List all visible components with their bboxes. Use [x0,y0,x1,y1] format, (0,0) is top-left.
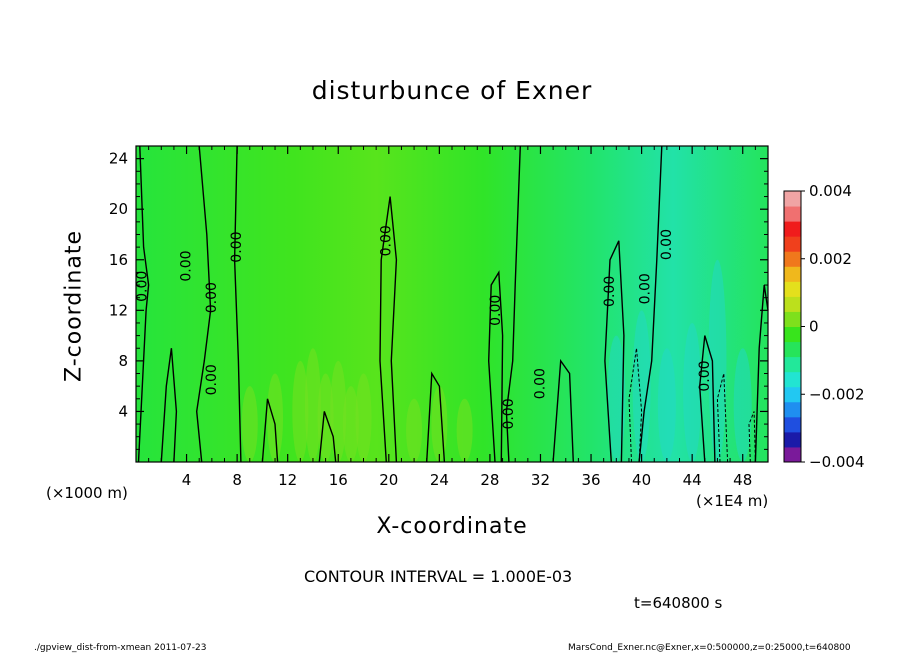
x-axis-label: X-coordinate [376,514,528,539]
contour-line-negative [748,411,756,463]
time-stamp: t=640800 s [634,594,723,612]
colorbar-segment [784,236,801,252]
contour-line [487,270,504,463]
contour-line [552,358,574,463]
contour-line-negative [716,373,729,463]
x-tick-label: 48 [733,471,752,489]
contour-label: 0.00 [501,398,517,429]
colorbar-tick-label: −0.002 [809,385,865,403]
field-plume-cool [708,259,727,462]
field-plume-cool [632,310,651,462]
colorbar-segment [784,221,801,237]
contour-line [160,348,178,463]
x-tick-label: 32 [531,471,550,489]
contour-line-negative [628,348,643,463]
contour-line [426,371,446,463]
field-plume-cool [607,335,626,462]
contour-line [233,145,242,463]
colorbar-segment [784,311,801,327]
y-tick-label: 16 [109,251,128,269]
footer-right: MarsCond_Exner.nc@Exner,x=0:500000,z=0:2… [568,643,851,653]
field-plume-cool [683,322,702,462]
field-plume-warm [241,386,258,462]
contour-label: 0.00 [602,276,618,307]
field-plume-warm [431,386,448,462]
colorbar-segment [784,251,801,267]
colorbar: 0.004 0.002 0 −0.002 −0.004 [783,182,865,471]
chart-title: disturbunce of Exner [311,76,593,105]
contour-label: 0.00 [204,282,220,313]
field-plume-warm [267,373,284,463]
x-tick-label: 16 [329,471,348,489]
contour-line [379,196,398,463]
colorbar-tick-label: 0 [809,318,819,336]
contour-line [318,411,337,463]
field-plume-warm [355,373,372,463]
x-tick-label: 8 [232,471,242,489]
y-tick-label: 24 [109,150,128,168]
y-tick-label: 8 [118,352,128,370]
x-tick-label: 40 [632,471,651,489]
x-tick-label: 36 [581,471,600,489]
contour-label: 0.00 [204,364,220,395]
field-plume-warm [406,398,423,462]
y-tick-label: 20 [109,200,128,218]
contour-line [505,145,521,463]
colorbar-tick-label: −0.004 [809,453,865,471]
x-tick-label: 28 [480,471,499,489]
field-plume-cool [657,348,676,462]
colorbar-segment [784,416,801,433]
colorbar-segment [784,296,801,312]
contour-label: 0.00 [532,368,548,399]
colorbar-segment [784,431,801,448]
plot-area: 0.00 0.00 0.00 0.00 0.00 0.00 0.00 0.00 0.00 0.00… [109,145,769,489]
x-unit-left: (×1000 m) [46,484,128,502]
colorbar-segment [784,356,801,373]
contour-line [698,335,716,463]
x-tick-label: 4 [182,471,192,489]
field-plume-warm [330,360,347,462]
colorbar-segment [784,266,801,282]
colorbar-segment [784,446,801,463]
colorbar-segment [784,401,801,418]
colorbar-segment [784,371,801,388]
field-plume-warm [342,386,359,462]
contour-label: 0.00 [378,225,394,256]
colorbar-tick-label: 0.004 [809,182,852,200]
contour-label: 0.00 [229,232,245,263]
colorbar-segment [784,386,801,403]
colorbar-segment [784,341,801,358]
x-tick-label: 20 [379,471,398,489]
colorbar-segment [784,191,801,207]
colorbar-segment [784,281,801,297]
field-plume-warm [292,360,309,462]
colorbar-tick-label: 0.002 [809,250,852,268]
field-plume-cool [733,348,752,462]
colorbar-segment [784,206,801,222]
contour-line [195,145,212,463]
contour-label: 0.00 [134,271,150,302]
x-tick-label: 12 [278,471,297,489]
x-tick-label: 44 [683,471,702,489]
contour-label: 0.00 [637,273,653,304]
contour-line [137,145,150,463]
x-tick-label: 24 [430,471,449,489]
y-tick-label: 4 [118,402,128,420]
contour-interval: CONTOUR INTERVAL = 1.000E-03 [304,567,573,586]
contour-line [604,240,625,463]
x-unit-right: (×1E4 m) [696,492,769,510]
contour-label: 0.00 [659,229,675,260]
contour-line [261,398,279,463]
contour-label: 0.00 [697,360,713,391]
y-tick-label: 12 [109,301,128,319]
contour-label: 0.00 [179,250,195,281]
field-plume-warm [456,398,473,462]
contour-line [638,145,663,463]
field-plume-warm [304,348,321,462]
footer-left: ./gpview_dist-from-xmean 2011-07-23 [34,643,207,653]
colorbar-segment [784,326,801,343]
contour-label: 0.00 [488,295,504,326]
